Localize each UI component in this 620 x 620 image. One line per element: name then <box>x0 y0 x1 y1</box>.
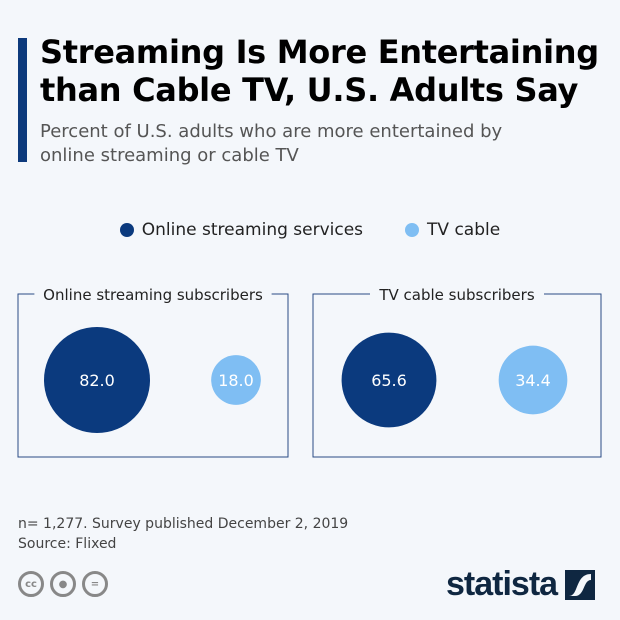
license-icons[interactable]: cc ● = <box>18 571 108 597</box>
bubble-streaming <box>44 327 150 433</box>
legend-label: Online streaming services <box>141 220 364 240</box>
chart-subtitle: Percent of U.S. adults who are more ente… <box>40 121 503 166</box>
bubble-cable <box>211 355 261 405</box>
by-icon: ● <box>50 571 76 597</box>
statista-logo-icon <box>565 569 596 600</box>
panel-label: TV cable subscribers <box>378 286 534 304</box>
legend-label: TV cable <box>427 220 501 240</box>
legend-dot-icon <box>405 223 420 237</box>
sample-note: n= 1,277. Survey published December 2, 2… <box>18 516 349 532</box>
chart-title: Streaming Is More Entertaining than Cabl… <box>40 33 599 109</box>
bubble-value-label: 82.0 <box>79 371 115 390</box>
bubble-streaming <box>341 332 437 428</box>
nd-icon: = <box>82 571 108 597</box>
statista-logo[interactable]: statista <box>446 565 596 604</box>
footnotes: n= 1,277. Survey published December 2, 2… <box>18 514 348 554</box>
panel-label-gap <box>34 291 272 297</box>
panel-label-gap <box>370 291 544 297</box>
bubble-value-label: 34.4 <box>515 371 551 390</box>
legend-item-cable: TV cable <box>405 220 500 240</box>
source-note: Source: Flixed <box>18 536 117 552</box>
cc-icon: cc <box>18 571 44 597</box>
legend: Online streaming services TV cable <box>0 220 620 240</box>
legend-item-streaming: Online streaming services <box>119 220 364 240</box>
bubble-value-label: 18.0 <box>218 371 254 390</box>
bubble-value-label: 65.6 <box>371 371 407 390</box>
panel-label: Online streaming subscribers <box>43 286 263 304</box>
title-accent-bar <box>18 38 27 162</box>
legend-dot-icon <box>119 223 134 237</box>
bubble-cable <box>498 345 568 415</box>
logo-text: statista <box>446 565 558 603</box>
